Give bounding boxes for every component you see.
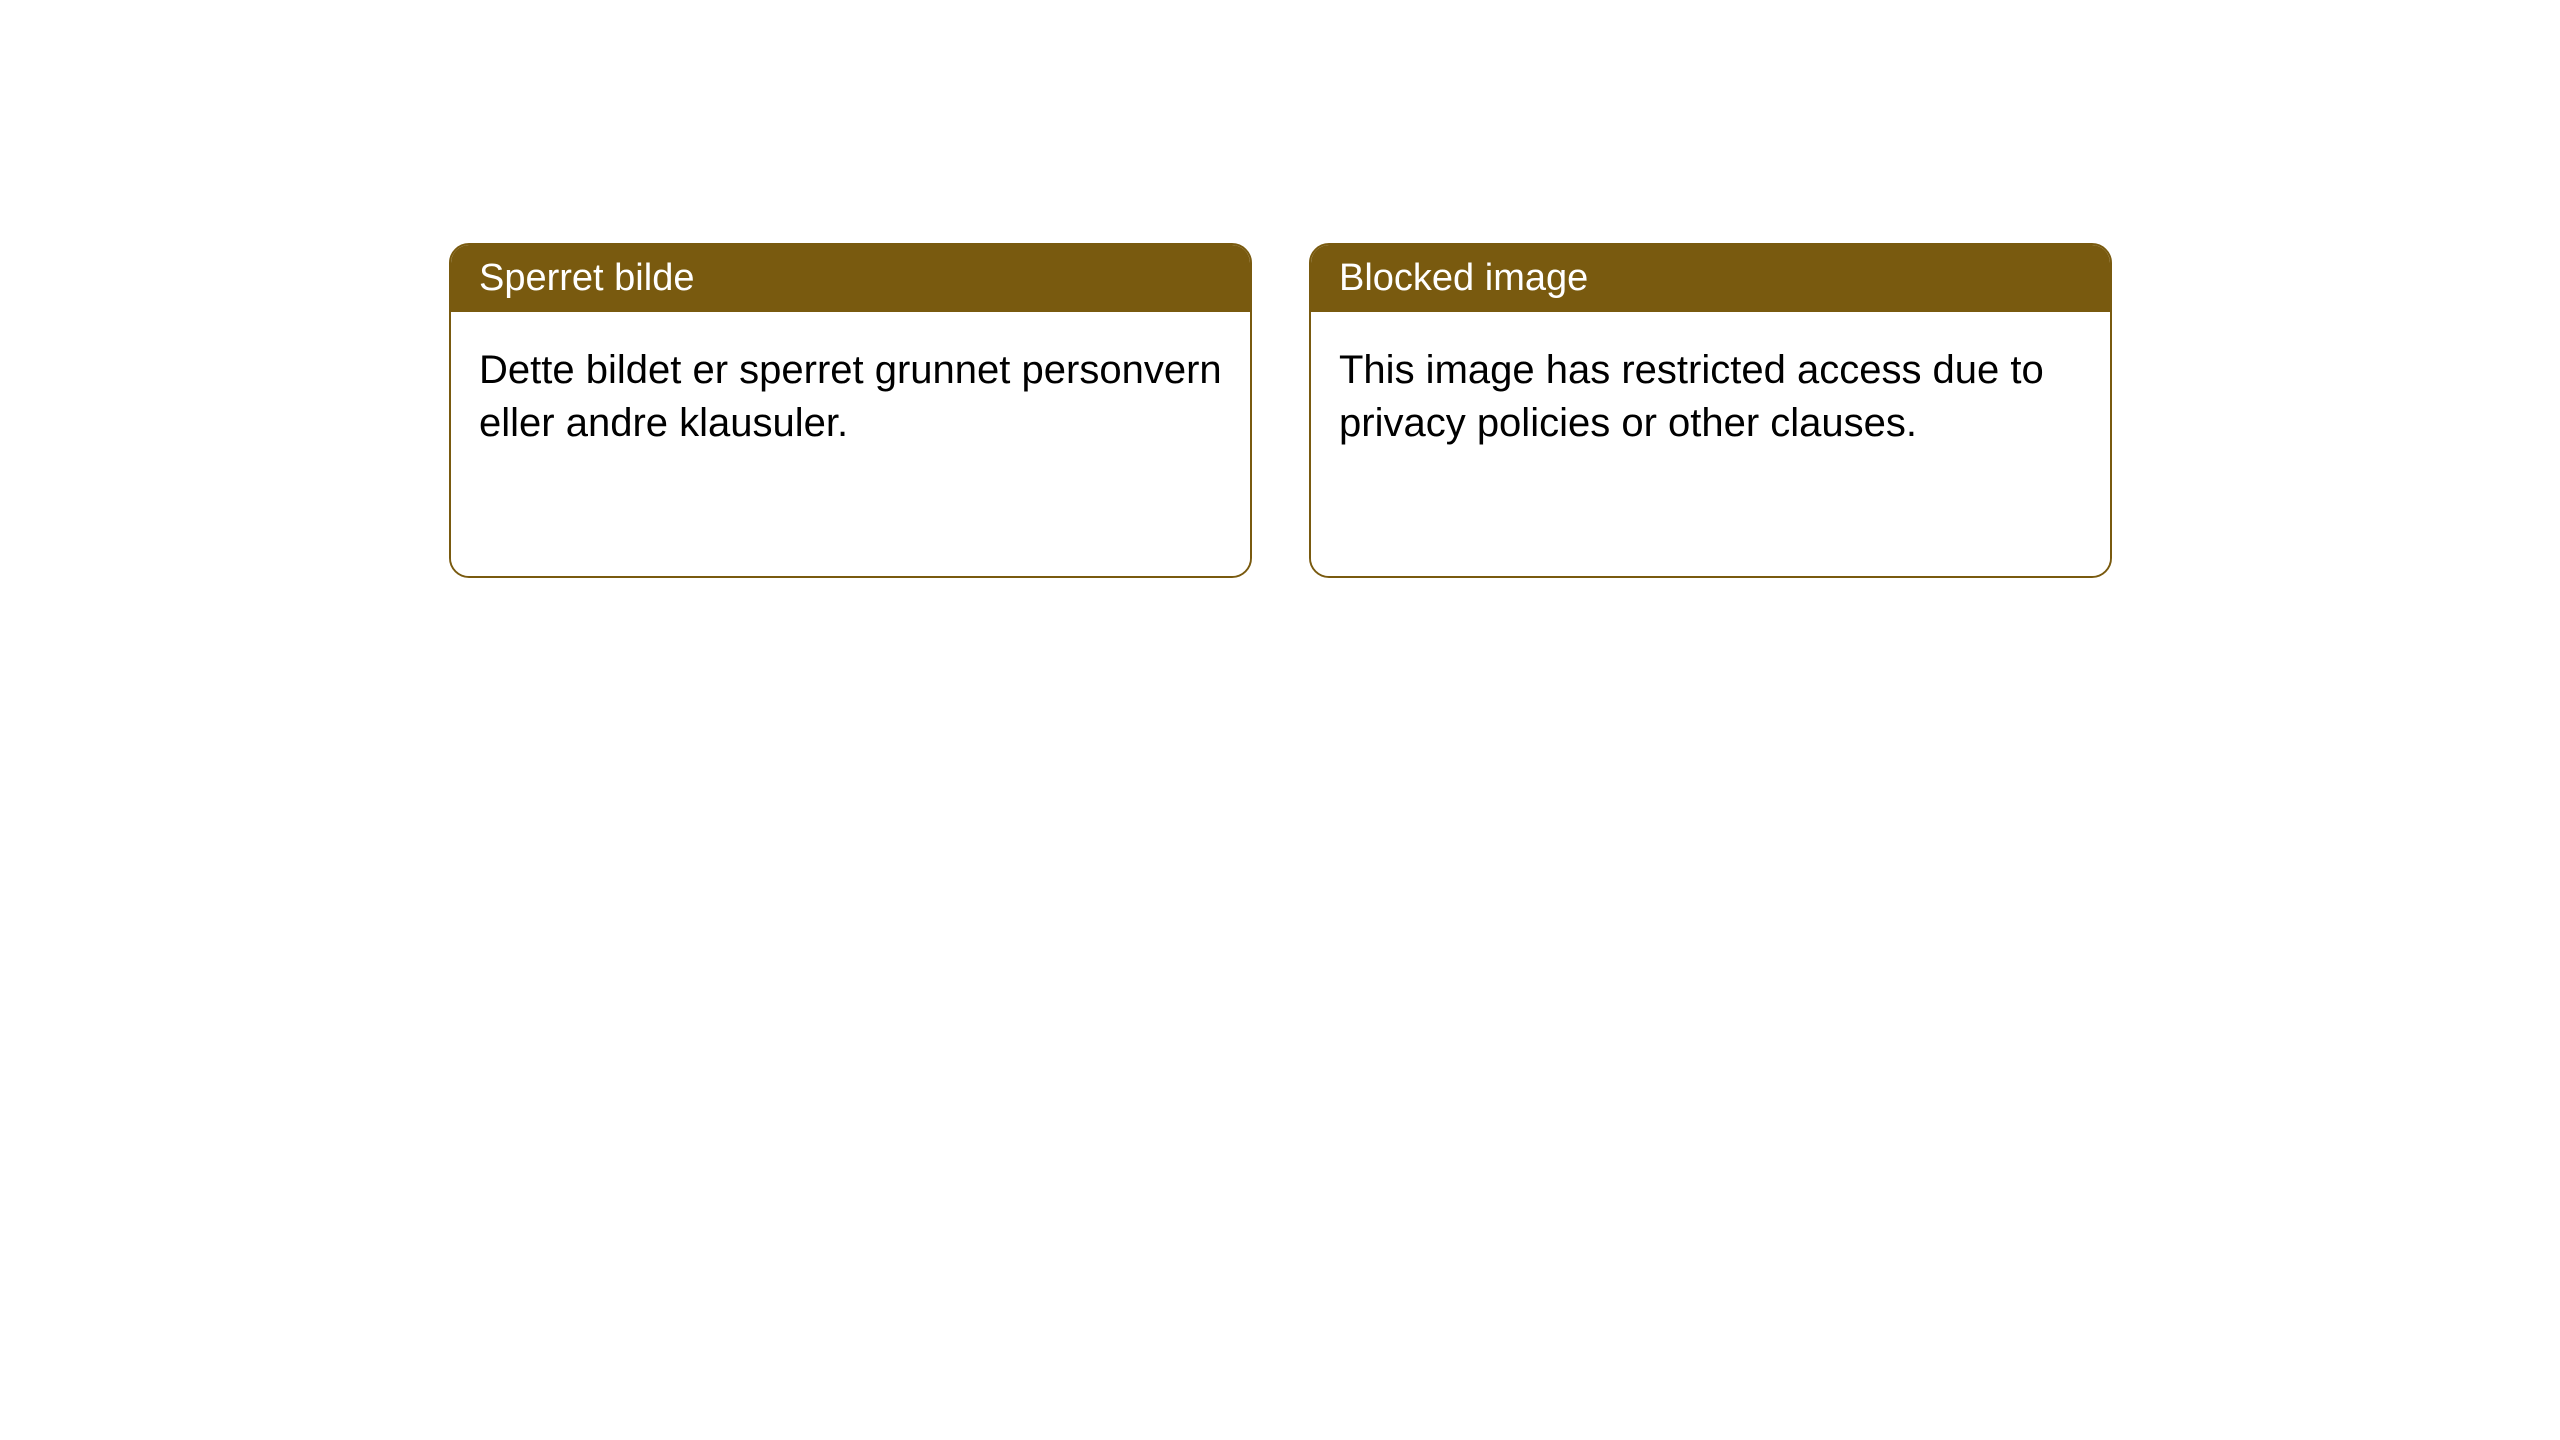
card-body-english: This image has restricted access due to … <box>1311 312 2110 576</box>
card-body-norwegian: Dette bildet er sperret grunnet personve… <box>451 312 1250 576</box>
notice-card-english: Blocked image This image has restricted … <box>1309 243 2112 578</box>
notice-card-norwegian: Sperret bilde Dette bildet er sperret gr… <box>449 243 1252 578</box>
notice-container: Sperret bilde Dette bildet er sperret gr… <box>449 243 2112 578</box>
card-message-norwegian: Dette bildet er sperret grunnet personve… <box>479 344 1222 450</box>
card-title-norwegian: Sperret bilde <box>479 257 694 299</box>
card-header-norwegian: Sperret bilde <box>451 245 1250 312</box>
card-header-english: Blocked image <box>1311 245 2110 312</box>
card-message-english: This image has restricted access due to … <box>1339 344 2082 450</box>
card-title-english: Blocked image <box>1339 257 1588 299</box>
